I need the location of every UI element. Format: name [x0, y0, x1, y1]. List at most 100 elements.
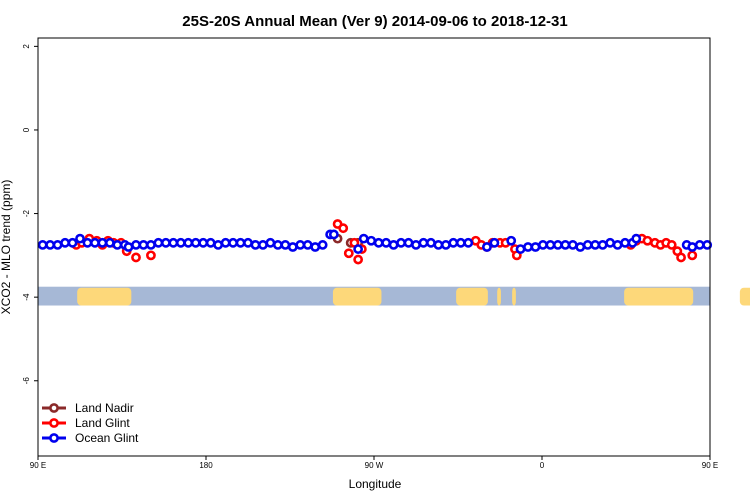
data-point [75, 233, 85, 244]
data-point [198, 237, 209, 248]
data-point [160, 237, 171, 248]
data-point [353, 244, 364, 254]
data-point [131, 240, 141, 250]
data-point [702, 240, 713, 250]
data-point [168, 237, 179, 248]
x-tick-label: 90 W [365, 461, 384, 470]
data-point [213, 240, 224, 250]
data-point [153, 237, 164, 248]
data-point [338, 223, 349, 234]
land-segment [512, 287, 516, 306]
data-point [45, 240, 56, 250]
data-point [694, 240, 705, 250]
data-point [631, 233, 642, 244]
data-point [545, 240, 556, 250]
y-axis-label: XCO2 - MLO trend (ppm) [0, 180, 13, 315]
data-point [302, 240, 313, 250]
data-point [455, 237, 466, 248]
data-point [175, 237, 186, 248]
data-point [523, 242, 533, 252]
data-point [560, 240, 571, 250]
y-tick-label: 0 [22, 127, 31, 132]
data-point [620, 237, 630, 248]
data-point [642, 235, 653, 246]
data-point [295, 240, 306, 250]
data-point [582, 240, 593, 250]
data-point [310, 242, 321, 252]
series-ocean-glint [37, 229, 713, 254]
data-point [265, 237, 276, 248]
land-segment [739, 287, 750, 306]
data-point [243, 237, 253, 248]
axes: 90 E 180 90 W 0 90 E 2 0 -2 -4 -6 [22, 44, 718, 470]
data-point [482, 242, 492, 252]
data-point [403, 237, 414, 248]
data-point [97, 237, 108, 248]
x-tick-label: 0 [540, 461, 545, 470]
data-point [280, 240, 291, 250]
data-point [131, 252, 141, 263]
data-point [552, 240, 563, 250]
legend-label: Ocean Glint [75, 431, 139, 445]
data-point [146, 250, 156, 261]
data-point [146, 240, 156, 250]
data-point [426, 237, 436, 248]
land-segment [77, 287, 132, 306]
data-point [205, 237, 216, 248]
y-tick-label: 2 [22, 44, 31, 49]
data-point [52, 240, 63, 250]
data-point [67, 237, 78, 248]
data-point [605, 237, 616, 248]
data-point [90, 237, 100, 248]
data-point [183, 237, 194, 248]
data-point [597, 240, 608, 250]
land-ocean-mask [38, 286, 750, 306]
data-point [515, 244, 526, 254]
x-axis-label: Longitude [349, 477, 402, 491]
data-point [220, 237, 231, 248]
legend-label: Land Nadir [75, 401, 134, 415]
data-point [489, 237, 500, 248]
data-points [37, 219, 713, 265]
data-point [567, 240, 578, 250]
data-point [612, 240, 623, 250]
x-tick-label: 180 [199, 461, 213, 470]
data-point [82, 237, 93, 248]
data-point [448, 237, 459, 248]
data-point [463, 237, 474, 248]
data-point [123, 242, 134, 252]
data-point [666, 240, 677, 250]
data-point [60, 237, 70, 248]
land-segment [456, 287, 488, 306]
data-point [687, 242, 698, 252]
x-tick-label: 90 E [30, 461, 46, 470]
data-point [433, 240, 444, 250]
data-point [317, 240, 328, 250]
data-point [575, 242, 586, 252]
data-point [676, 252, 686, 263]
data-point [250, 240, 261, 250]
land-segment [624, 287, 694, 306]
data-point [328, 229, 339, 240]
y-tick-label: -2 [22, 209, 31, 217]
data-point [112, 240, 123, 250]
legend-marker [49, 418, 59, 428]
data-point [366, 235, 377, 246]
data-point [418, 237, 429, 248]
data-point [287, 242, 298, 252]
data-point [104, 237, 115, 248]
land-segment [497, 287, 501, 306]
y-tick-label: -6 [22, 377, 31, 385]
data-point [506, 235, 517, 246]
data-point [530, 242, 541, 252]
data-point [381, 237, 392, 248]
data-point [37, 240, 48, 250]
data-point [396, 237, 406, 248]
data-point [343, 248, 354, 259]
data-point [190, 237, 201, 248]
x-tick-label: 90 E [702, 461, 718, 470]
data-point [228, 237, 238, 248]
data-point [272, 240, 283, 250]
